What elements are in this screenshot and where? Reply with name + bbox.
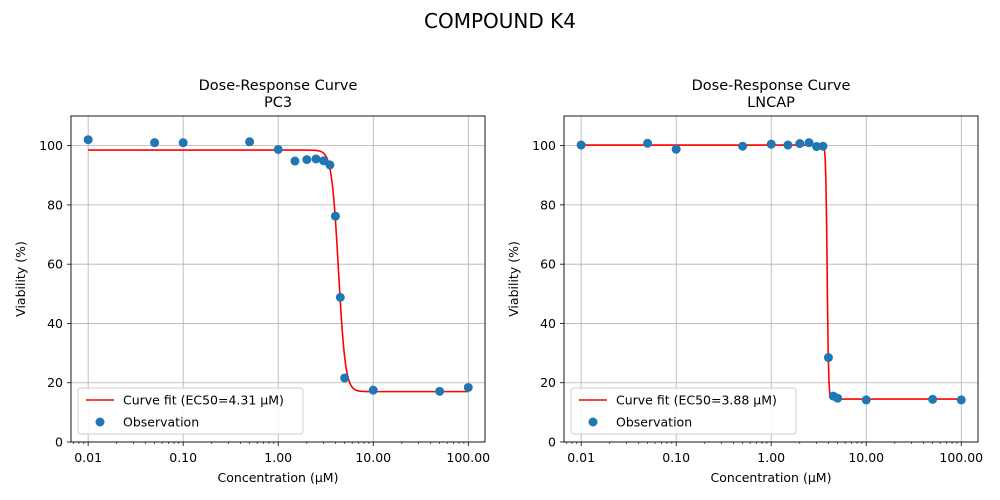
x-tick-label: 0.10 [169,450,197,465]
y-tick-label: 0 [55,435,63,450]
observation-point [956,395,966,405]
observation-point [812,142,822,152]
y-axis-label: Viability (%) [13,241,28,317]
legend-box [570,387,797,435]
legend-label-observation: Observation [123,415,199,430]
observation-point [302,155,312,165]
x-axis-label: Concentration (µM) [711,470,832,485]
y-tick-label: 0 [548,435,556,450]
observation-point [178,138,188,148]
legend-marker-swatch [95,417,105,427]
observation-point [738,141,748,151]
chart-subtitle: LNCAP [747,95,795,111]
chart-title: Dose-Response Curve [199,78,358,94]
observation-point [325,160,335,170]
x-tick-label: 100.00 [446,450,490,465]
observation-point [311,154,321,164]
observation-point [83,135,93,145]
observation-point [340,373,350,383]
observation-point [245,137,255,147]
y-tick-label: 100 [39,138,63,153]
legend-box [77,387,304,435]
legend-label-curve-fit: Curve fit (EC50=3.88 µM) [616,393,777,408]
observation-point [330,211,340,221]
figure-title: COMPOUND K4 [424,9,576,33]
observation-point [643,138,653,148]
observation-point [823,353,833,363]
observation-point [463,382,473,392]
x-axis-label: Concentration (µM) [218,470,339,485]
y-tick-label: 40 [47,316,63,331]
axes-frame [563,115,979,443]
y-tick-label: 40 [540,316,556,331]
chart-title: Dose-Response Curve [692,78,851,94]
observation-point [833,393,843,403]
x-tick-label: 10.00 [848,450,884,465]
observation-point [368,385,378,395]
observation-point [576,140,586,150]
x-tick-label: 1.00 [757,450,785,465]
y-tick-label: 20 [540,375,556,390]
x-tick-label: 0.10 [662,450,690,465]
legend-label-curve-fit: Curve fit (EC50=4.31 µM) [123,393,284,408]
y-tick-label: 80 [540,197,556,212]
observation-point [290,156,300,166]
observation-point [766,139,776,149]
observation-point [150,138,160,148]
observation-point [783,140,793,150]
observation-point [804,138,814,148]
observation-point [795,139,805,149]
observation-point [861,395,871,405]
y-tick-label: 100 [532,138,556,153]
chart-subtitle: PC3 [264,95,292,111]
observation-point [671,144,681,154]
y-tick-label: 80 [47,197,63,212]
chart-panel-lncap: 0.01 0.10 1.00 10.00 100.00 0 20 40 60 80 100 Dose-… [506,78,983,485]
x-tick-label: 0.01 [567,450,595,465]
axes-frame [70,115,486,443]
legend-marker-swatch [588,417,598,427]
observation-point [435,386,445,396]
observation-point [818,141,828,151]
y-tick-label: 60 [47,257,63,272]
observation-point [335,292,345,302]
chart-panel-pc3: 0.01 0.10 1.00 10.00 100.00 0 20 40 60 80 100 Dose-… [13,78,490,485]
y-axis-label: Viability (%) [506,241,521,317]
observation-point [928,394,938,404]
y-tick-label: 60 [540,257,556,272]
y-tick-label: 20 [47,375,63,390]
x-tick-label: 0.01 [74,450,102,465]
observation-point [273,144,283,154]
legend-label-observation: Observation [616,415,692,430]
x-tick-label: 100.00 [939,450,983,465]
x-tick-label: 1.00 [264,450,292,465]
observation-point [319,156,329,166]
x-tick-label: 10.00 [355,450,391,465]
